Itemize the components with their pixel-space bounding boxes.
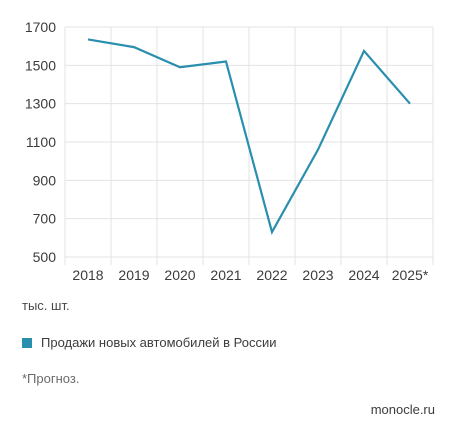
- x-tick-label: 2020: [164, 267, 195, 283]
- y-tick-label: 1300: [25, 96, 56, 112]
- y-tick-label: 900: [33, 172, 57, 188]
- x-tick-label: 2025*: [392, 267, 429, 283]
- y-axis-ticks: 500 700 900 1100 1300 1500 1700: [25, 19, 56, 265]
- x-tick-label: 2018: [72, 267, 103, 283]
- unit-label: тыс. шт.: [22, 298, 70, 313]
- y-tick-label: 700: [33, 211, 57, 227]
- source-label: monocle.ru: [370, 402, 435, 417]
- series-layer: [87, 38, 411, 235]
- y-tick-label: 500: [33, 249, 57, 265]
- x-tick-label: 2023: [302, 267, 333, 283]
- y-tick-label: 1500: [25, 57, 56, 73]
- footnote: *Прогноз.: [22, 371, 80, 386]
- legend-swatch: [22, 337, 32, 348]
- y-tick-label: 1100: [26, 134, 56, 150]
- grid-lines: [64, 26, 434, 265]
- series-line: [87, 38, 411, 235]
- x-tick-label: 2019: [118, 267, 149, 283]
- legend: Продажи новых автомобилей в России: [22, 335, 277, 350]
- legend-label: Продажи новых автомобилей в России: [41, 335, 277, 350]
- y-tick-label: 1700: [25, 19, 56, 35]
- x-tick-label: 2022: [256, 267, 287, 283]
- x-tick-label: 2024: [348, 267, 379, 283]
- x-axis-ticks: 2018 2019 2020 2021 2022 2023 2024 2025*: [72, 267, 428, 283]
- x-tick-label: 2021: [210, 267, 241, 283]
